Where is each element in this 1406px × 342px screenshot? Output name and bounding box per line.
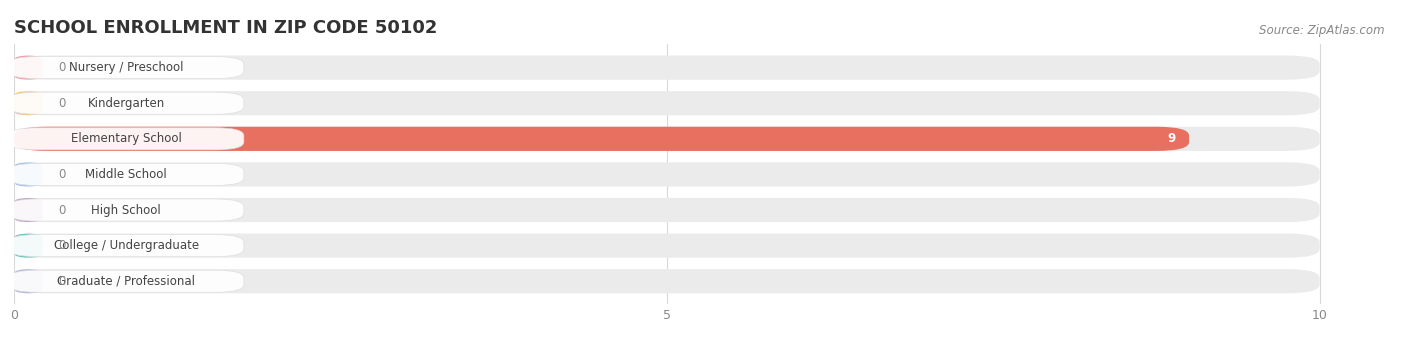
- FancyBboxPatch shape: [14, 127, 1189, 151]
- FancyBboxPatch shape: [8, 56, 243, 79]
- FancyBboxPatch shape: [8, 235, 243, 256]
- Text: 0: 0: [59, 61, 66, 74]
- Text: Nursery / Preschool: Nursery / Preschool: [69, 61, 184, 74]
- Text: College / Undergraduate: College / Undergraduate: [53, 239, 198, 252]
- Text: 0: 0: [59, 275, 66, 288]
- FancyBboxPatch shape: [14, 198, 1320, 222]
- FancyBboxPatch shape: [14, 91, 1320, 115]
- Text: Graduate / Professional: Graduate / Professional: [58, 275, 195, 288]
- FancyBboxPatch shape: [14, 91, 42, 115]
- FancyBboxPatch shape: [14, 198, 42, 222]
- FancyBboxPatch shape: [14, 127, 1320, 151]
- Text: 0: 0: [59, 168, 66, 181]
- Text: SCHOOL ENROLLMENT IN ZIP CODE 50102: SCHOOL ENROLLMENT IN ZIP CODE 50102: [14, 19, 437, 37]
- FancyBboxPatch shape: [14, 234, 1320, 258]
- Text: 0: 0: [59, 203, 66, 216]
- FancyBboxPatch shape: [14, 55, 1320, 80]
- FancyBboxPatch shape: [8, 92, 243, 114]
- FancyBboxPatch shape: [14, 269, 42, 293]
- FancyBboxPatch shape: [14, 55, 42, 80]
- FancyBboxPatch shape: [14, 162, 1320, 186]
- FancyBboxPatch shape: [14, 269, 1320, 293]
- Text: 9: 9: [1168, 132, 1175, 145]
- Text: High School: High School: [91, 203, 162, 216]
- FancyBboxPatch shape: [14, 234, 42, 258]
- Text: Kindergarten: Kindergarten: [87, 97, 165, 110]
- Text: Elementary School: Elementary School: [70, 132, 181, 145]
- FancyBboxPatch shape: [14, 162, 42, 186]
- Text: 0: 0: [59, 239, 66, 252]
- FancyBboxPatch shape: [8, 199, 243, 221]
- Text: Middle School: Middle School: [86, 168, 167, 181]
- Text: Source: ZipAtlas.com: Source: ZipAtlas.com: [1260, 24, 1385, 37]
- Text: 0: 0: [59, 97, 66, 110]
- FancyBboxPatch shape: [8, 270, 243, 292]
- FancyBboxPatch shape: [8, 128, 243, 150]
- FancyBboxPatch shape: [8, 163, 243, 185]
